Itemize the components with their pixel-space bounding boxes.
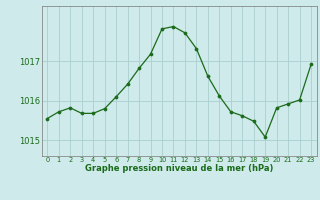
X-axis label: Graphe pression niveau de la mer (hPa): Graphe pression niveau de la mer (hPa) [85,164,273,173]
